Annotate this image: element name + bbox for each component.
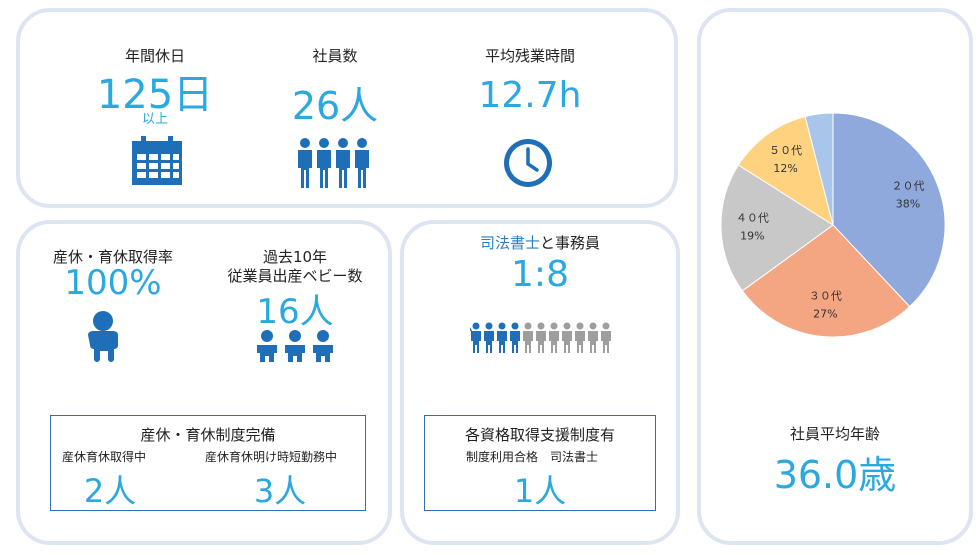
pie-slice-4 [804,112,834,226]
leave-system-title: 産休・育休制度完備 [140,426,276,444]
leave-rate-label: 産休・育休取得率 [52,248,173,266]
babies-value: 16人 [256,292,334,332]
pie-slice-0 [832,112,946,308]
employees-label: 社員数 [312,47,358,65]
people-group-icon [298,138,369,188]
pie-slice-3 [737,115,834,227]
babies-label-1: 過去10年 [262,248,328,266]
babies-label-2: 従業員出産ベビー数 [227,267,363,285]
short-work-label: 産休育休明け時短勤務中 [205,450,338,464]
pie-slice-1 [741,224,911,338]
ratio-title: 司法書士と事務員 [440,232,640,253]
calendar-icon [132,136,182,185]
on-leave-value: 2人 [83,472,137,510]
pie-percent-label: 38% [896,197,920,210]
support-box [424,415,656,511]
ratio-title-rest: と事務員 [540,234,601,252]
pie-category-label: ３０代 [809,289,842,302]
employees-value: 26人 [291,84,379,128]
support-value: 1人 [513,472,567,510]
pie-slice-2 [720,164,834,292]
pie-category-label: ５０代 [769,144,802,157]
overtime-label: 平均残業時間 [484,47,575,65]
leave-system-box [50,415,366,511]
overtime-value: 12.7h [478,75,582,116]
babies-group-icon [257,330,333,362]
holidays-label: 年間休日 [124,47,185,65]
average-age-value: 36.0歳 [773,453,897,497]
pie-category-label: ２０代 [891,179,924,192]
ratio-value: 1:8 [511,254,569,295]
ratio-card [400,220,680,545]
leave-rate-value: 100% [64,263,162,303]
pie-category-label: ４０代 [736,212,769,225]
on-leave-label: 産休育休取得中 [62,450,147,464]
pie-percent-label: 27% [813,307,837,320]
pie-percent-label: 19% [740,230,764,243]
ratio-title-highlight: 司法書士 [479,234,540,252]
short-work-value: 3人 [253,472,307,510]
pie-percent-label: 12% [773,162,797,175]
staff-group-icon [470,322,611,353]
leave-card [16,220,392,545]
holidays-value: 125日 [96,72,214,118]
holidays-sub: 以上 [141,112,168,127]
pie-percent-label: 4% [800,90,817,93]
support-sub: 制度利用合格 司法書士 [466,450,599,464]
support-title: 各資格取得支援制度有 [464,426,615,444]
clock-icon [504,139,552,187]
baby-icon [88,311,118,362]
average-age-label: 社員平均年齢 [789,425,880,443]
